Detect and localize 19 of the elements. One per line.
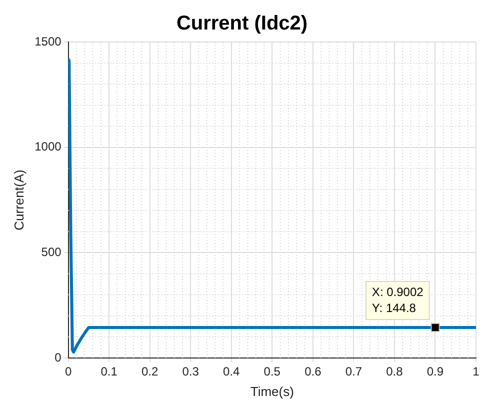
x-tick-label: 0.9 xyxy=(426,364,444,379)
y-tick-label: 1500 xyxy=(34,34,62,48)
annotation: X: 0.9002 Y: 144.8 xyxy=(372,284,424,315)
x-tick-label: 0 xyxy=(64,364,72,379)
x-tick-label: 0.3 xyxy=(182,364,200,379)
x-tick-label: 0.1 xyxy=(100,364,118,379)
x-tick-label: 0.5 xyxy=(264,364,281,379)
x-tick-label: 0.7 xyxy=(345,364,362,379)
x-tick-label: 0.2 xyxy=(141,364,158,379)
y-tick-label: 500 xyxy=(41,244,62,259)
x-tick-label: 1 xyxy=(472,364,480,379)
chart-title: Current (Idc2) xyxy=(176,12,308,35)
y-axis-title: Current(A) xyxy=(11,170,26,230)
x-tick-label: 0.4 xyxy=(223,364,240,379)
x-tick-label: 0.8 xyxy=(386,364,404,379)
x-tick-label: 0.6 xyxy=(304,364,322,379)
y-tick-label: 0 xyxy=(54,350,62,364)
x-axis-title: Time(s) xyxy=(250,384,294,399)
y-tick-label: 1000 xyxy=(34,140,62,154)
